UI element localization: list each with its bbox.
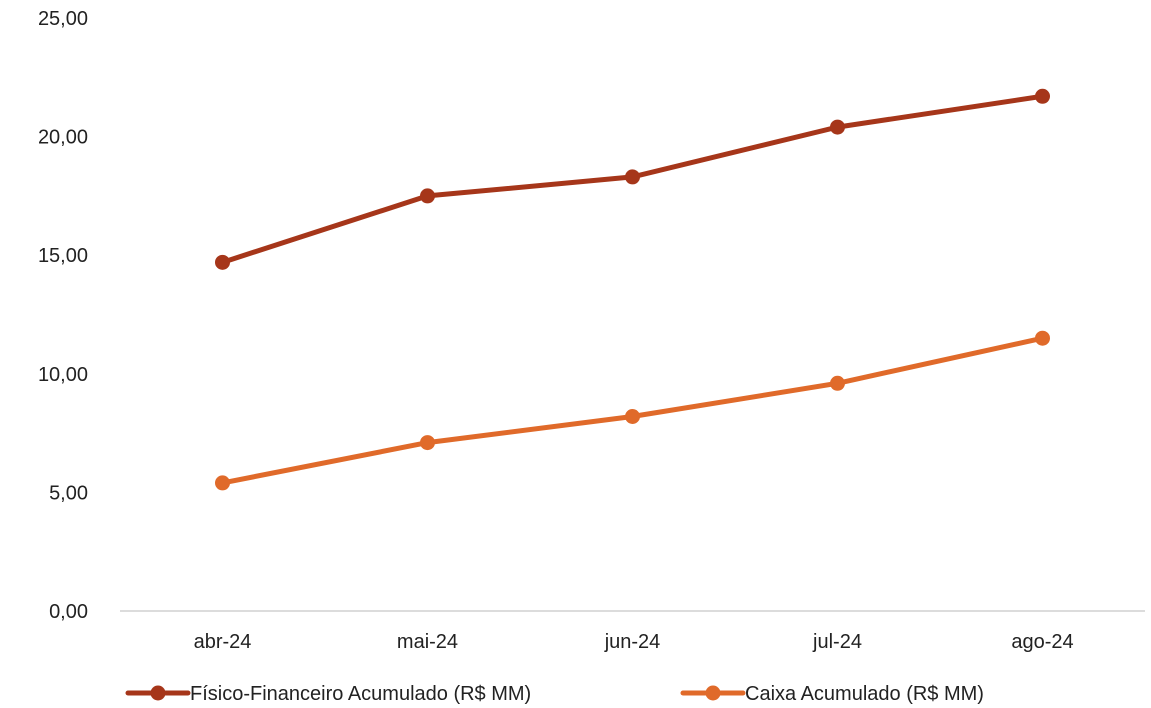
legend: Físico-Financeiro Acumulado (R$ MM) Caixa… bbox=[125, 683, 984, 705]
y-tick-label: 15,00 bbox=[38, 245, 88, 267]
x-tick-label: ago-24 bbox=[1011, 631, 1073, 653]
x-tick-label: jun-24 bbox=[604, 631, 661, 653]
legend-item: Físico-Financeiro Acumulado (R$ MM) bbox=[125, 683, 531, 705]
legend-label: Caixa Acumulado (R$ MM) bbox=[745, 683, 984, 705]
series-1 bbox=[215, 88, 1050, 270]
x-tick-label: jul-24 bbox=[812, 631, 862, 653]
data-point bbox=[420, 188, 435, 204]
data-point bbox=[1035, 330, 1050, 346]
legend-marker bbox=[150, 685, 166, 701]
x-axis: abr-24 mai-24 jun-24 jul-24 ago-24 bbox=[194, 631, 1074, 653]
y-tick-label: 5,00 bbox=[49, 482, 88, 504]
legend-item: Caixa Acumulado (R$ MM) bbox=[680, 683, 984, 705]
legend-marker bbox=[705, 685, 721, 701]
data-point bbox=[830, 375, 845, 391]
data-point bbox=[625, 408, 640, 424]
y-tick-label: 20,00 bbox=[38, 127, 88, 149]
y-axis: 0,00 5,00 10,00 15,00 20,00 25,00 bbox=[38, 8, 88, 623]
data-point bbox=[830, 119, 845, 135]
x-tick-label: mai-24 bbox=[397, 631, 458, 653]
data-point bbox=[215, 475, 230, 491]
data-point bbox=[1035, 88, 1050, 104]
y-tick-label: 10,00 bbox=[38, 364, 88, 386]
y-tick-label: 0,00 bbox=[49, 601, 88, 623]
series-2 bbox=[215, 330, 1050, 491]
data-point bbox=[420, 435, 435, 451]
data-point bbox=[215, 254, 230, 270]
series-layer bbox=[215, 88, 1050, 491]
y-tick-label: 25,00 bbox=[38, 8, 88, 30]
x-tick-label: abr-24 bbox=[194, 631, 252, 653]
data-point bbox=[625, 169, 640, 185]
legend-label: Físico-Financeiro Acumulado (R$ MM) bbox=[190, 683, 531, 705]
